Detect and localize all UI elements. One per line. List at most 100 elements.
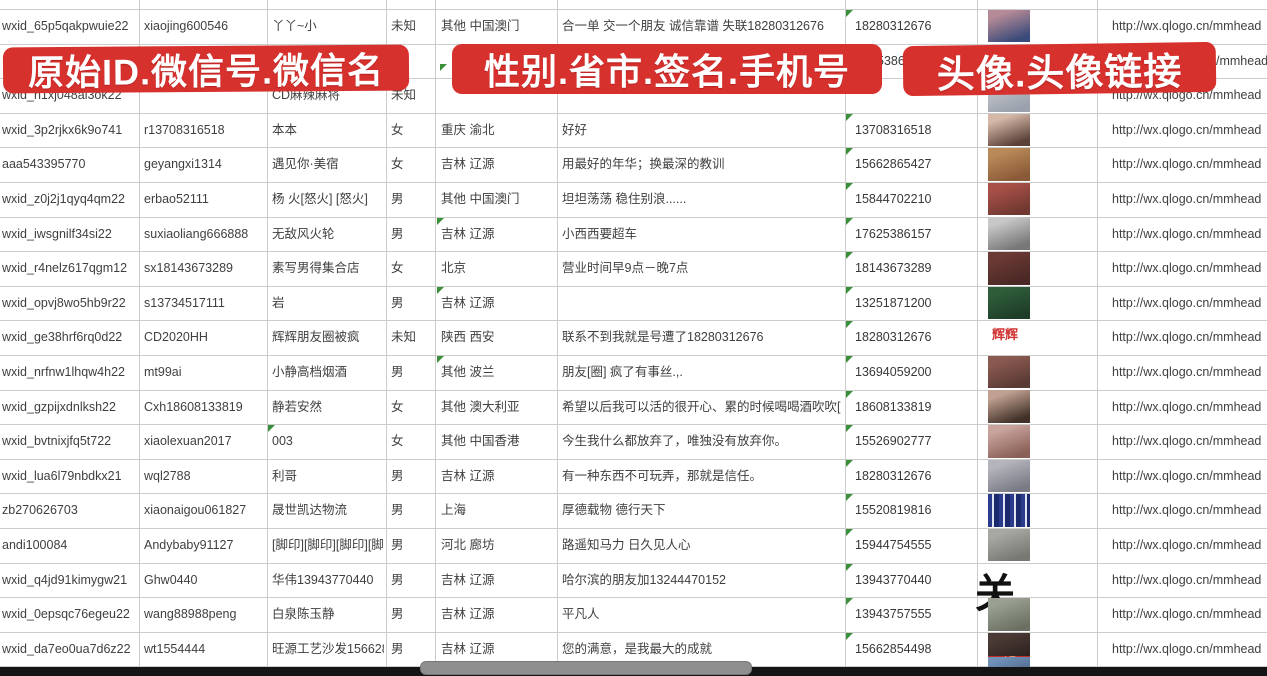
- cell-wx-row13[interactable]: xiaolexuan2017: [144, 434, 232, 449]
- cell-id-row6[interactable]: wxid_z0j2j1qyq4qm22: [2, 192, 125, 206]
- cell-link-row8[interactable]: http://wx.qlogo.cn/mmhead: [1112, 261, 1262, 276]
- cell-region-row15[interactable]: 上海: [441, 503, 467, 518]
- cell-gender-row4[interactable]: 女: [391, 122, 404, 137]
- woman-selfie-photo-avatar[interactable]: [988, 390, 1030, 423]
- cell-region-row11[interactable]: 其他 波兰: [441, 365, 495, 379]
- cell-id-row19[interactable]: wxid_da7eo0ua7d6z22: [2, 641, 131, 656]
- cell-phone-row11[interactable]: 13694059200: [855, 365, 932, 379]
- cell-wx-row6[interactable]: erbao52111: [144, 192, 209, 206]
- cell-link-row12[interactable]: http://wx.qlogo.cn/mmhead: [1112, 399, 1262, 414]
- cell-link-row5[interactable]: http://wx.qlogo.cn/mmhead: [1112, 157, 1262, 172]
- woman-sunglasses-photo-avatar[interactable]: [988, 355, 1030, 389]
- cell-id-row9[interactable]: wxid_opvj8wo5hb9r22: [2, 295, 126, 310]
- cell-sig-row19[interactable]: 您的满意，是我最大的成就: [562, 641, 713, 656]
- woman-closeup-photo-avatar[interactable]: [988, 425, 1030, 458]
- cell-region-row13[interactable]: 其他 中国香港: [441, 434, 520, 449]
- cell-id-row15[interactable]: zb270626703: [2, 503, 78, 518]
- cell-wx-row4[interactable]: r13708316518: [144, 122, 225, 137]
- cell-name-row14[interactable]: 利哥: [272, 468, 298, 483]
- cell-sig-row5[interactable]: 用最好的年华；换最深的教训: [562, 157, 725, 172]
- cell-sig-row7[interactable]: 小西西要超车: [562, 226, 638, 241]
- cell-region-row9[interactable]: 吉林 辽源: [441, 295, 495, 310]
- cell-link-row17[interactable]: http://wx.qlogo.cn/mmhead: [1112, 572, 1262, 587]
- cell-gender-row8[interactable]: 女: [391, 261, 404, 276]
- cell-gender-row11[interactable]: 男: [391, 365, 404, 379]
- cell-wx-row11[interactable]: mt99ai: [144, 365, 182, 379]
- cell-gender-row3[interactable]: 未知: [391, 88, 417, 103]
- cell-phone-row16[interactable]: 15944754555: [855, 538, 932, 552]
- cell-phone-row19[interactable]: 15662854498: [855, 641, 932, 656]
- cell-link-row18[interactable]: http://wx.qlogo.cn/mmhead: [1112, 607, 1262, 622]
- cell-name-row1[interactable]: 丫丫~小: [272, 19, 317, 33]
- cell-wx-row17[interactable]: Ghw0440: [144, 572, 198, 587]
- cell-name-row4[interactable]: 本本: [272, 122, 298, 137]
- cell-name-row6[interactable]: 杨 火[怒火] [怒火]: [272, 192, 368, 206]
- cell-link-row14[interactable]: http://wx.qlogo.cn/mmhead: [1112, 468, 1262, 483]
- cell-id-row8[interactable]: wxid_r4nelz617qgm12: [2, 261, 128, 276]
- green-poster-avatar[interactable]: [988, 286, 1030, 320]
- cell-sig-row12[interactable]: 希望以后我可以活的很开心、累的时候喝喝酒吹吹[: [562, 399, 841, 414]
- cell-name-row5[interactable]: 遇见你·美宿: [272, 157, 339, 172]
- cell-wx-row8[interactable]: sx18143673289: [144, 261, 233, 276]
- cell-gender-row1[interactable]: 未知: [391, 19, 417, 33]
- horizontal-scrollbar-thumb[interactable]: [420, 661, 752, 675]
- cell-link-row4[interactable]: http://wx.qlogo.cn/mmhead: [1112, 122, 1262, 137]
- cell-wx-row1[interactable]: xiaojing600546: [144, 19, 229, 33]
- cell-id-row7[interactable]: wxid_iwsgnilf34si22: [2, 226, 112, 241]
- cell-link-row15[interactable]: http://wx.qlogo.cn/mmhead: [1112, 503, 1262, 518]
- cell-sig-row15[interactable]: 厚德载物 德行天下: [562, 503, 666, 518]
- cell-gender-row17[interactable]: 男: [391, 572, 404, 587]
- cell-name-row16[interactable]: [脚印][脚印][脚印][脚印: [272, 538, 384, 552]
- cell-link-row1[interactable]: http://wx.qlogo.cn/mmhead: [1112, 19, 1262, 33]
- cell-phone-row17[interactable]: 13943770440: [855, 572, 932, 587]
- blue-qr-code-avatar[interactable]: [988, 494, 1030, 527]
- cell-name-row19[interactable]: 旺源工艺沙发15662854: [272, 641, 384, 656]
- cell-gender-row18[interactable]: 男: [391, 607, 404, 622]
- woman-portrait-photo-avatar[interactable]: [988, 113, 1030, 147]
- cell-wx-row15[interactable]: xiaonaigou061827: [144, 503, 247, 518]
- cell-region-row7[interactable]: 吉林 辽源: [441, 226, 495, 241]
- cell-wx-row19[interactable]: wt1554444: [144, 641, 206, 656]
- huihui-red-text-avatar[interactable]: 辉辉: [992, 327, 1019, 343]
- cell-link-row16[interactable]: http://wx.qlogo.cn/mmhead: [1112, 538, 1262, 552]
- cell-link-row13[interactable]: http://wx.qlogo.cn/mmhead: [1112, 434, 1262, 449]
- cell-region-row6[interactable]: 其他 中国澳门: [441, 192, 520, 206]
- cell-region-row18[interactable]: 吉林 辽源: [441, 607, 495, 622]
- cell-id-row13[interactable]: wxid_bvtnixjfq5t722: [2, 434, 112, 449]
- cell-region-row12[interactable]: 其他 澳大利亚: [441, 399, 520, 414]
- cell-link-row9[interactable]: http://wx.qlogo.cn/mmhead: [1112, 295, 1262, 310]
- cell-region-row14[interactable]: 吉林 辽源: [441, 468, 495, 483]
- cell-id-row11[interactable]: wxid_nrfnw1lhqw4h22: [2, 365, 125, 379]
- cell-region-row8[interactable]: 北京: [441, 261, 467, 276]
- cell-id-row16[interactable]: andi100084: [2, 538, 68, 552]
- cell-sig-row16[interactable]: 路遥知马力 日久见人心: [562, 538, 691, 552]
- cell-id-row1[interactable]: wxid_65p5qakpwuie22: [2, 19, 129, 33]
- cell-phone-row5[interactable]: 15662865427: [855, 157, 932, 172]
- cell-name-row11[interactable]: 小静高档烟酒: [272, 365, 348, 379]
- cell-sig-row10[interactable]: 联系不到我就是号遭了18280312676: [562, 330, 764, 345]
- cell-region-row19[interactable]: 吉林 辽源: [441, 641, 495, 656]
- cell-sig-row6[interactable]: 坦坦荡荡 稳住别浪......: [562, 192, 687, 206]
- cell-phone-row15[interactable]: 15520819816: [855, 503, 932, 518]
- cell-id-row10[interactable]: wxid_ge38hrf6rq0d22: [2, 330, 123, 345]
- cell-name-row7[interactable]: 无敌风火轮: [272, 226, 335, 241]
- cell-id-row12[interactable]: wxid_gzpijxdnlksh22: [2, 399, 116, 414]
- cell-sig-row4[interactable]: 好好: [562, 122, 588, 137]
- cell-phone-row18[interactable]: 13943757555: [855, 607, 932, 622]
- cell-link-row19[interactable]: http://wx.qlogo.cn/mmhead: [1112, 641, 1262, 656]
- cell-id-row5[interactable]: aaa543395770: [2, 157, 86, 172]
- cell-sig-row17[interactable]: 哈尔滨的朋友加13244470152: [562, 572, 726, 587]
- cell-phone-row1[interactable]: 18280312676: [855, 19, 932, 33]
- cell-phone-row2[interactable]: 5386: [877, 53, 905, 68]
- cell-region-row4[interactable]: 重庆 渝北: [441, 122, 495, 137]
- cell-wx-row7[interactable]: suxiaoliang666888: [144, 226, 249, 241]
- cell-region-row5[interactable]: 吉林 辽源: [441, 157, 495, 172]
- cell-sig-row1[interactable]: 合一单 交一个朋友 诚信靠谱 失联18280312676: [562, 19, 824, 33]
- cell-phone-row14[interactable]: 18280312676: [855, 468, 932, 483]
- cell-link-row10[interactable]: http://wx.qlogo.cn/mmhead: [1112, 330, 1262, 345]
- cell-gender-row6[interactable]: 男: [391, 192, 404, 206]
- cell-phone-row8[interactable]: 18143673289: [855, 261, 932, 276]
- cell-name-row18[interactable]: 白泉陈玉静: [272, 607, 335, 622]
- cell-gender-row5[interactable]: 女: [391, 157, 404, 172]
- cell-gender-row16[interactable]: 男: [391, 538, 404, 552]
